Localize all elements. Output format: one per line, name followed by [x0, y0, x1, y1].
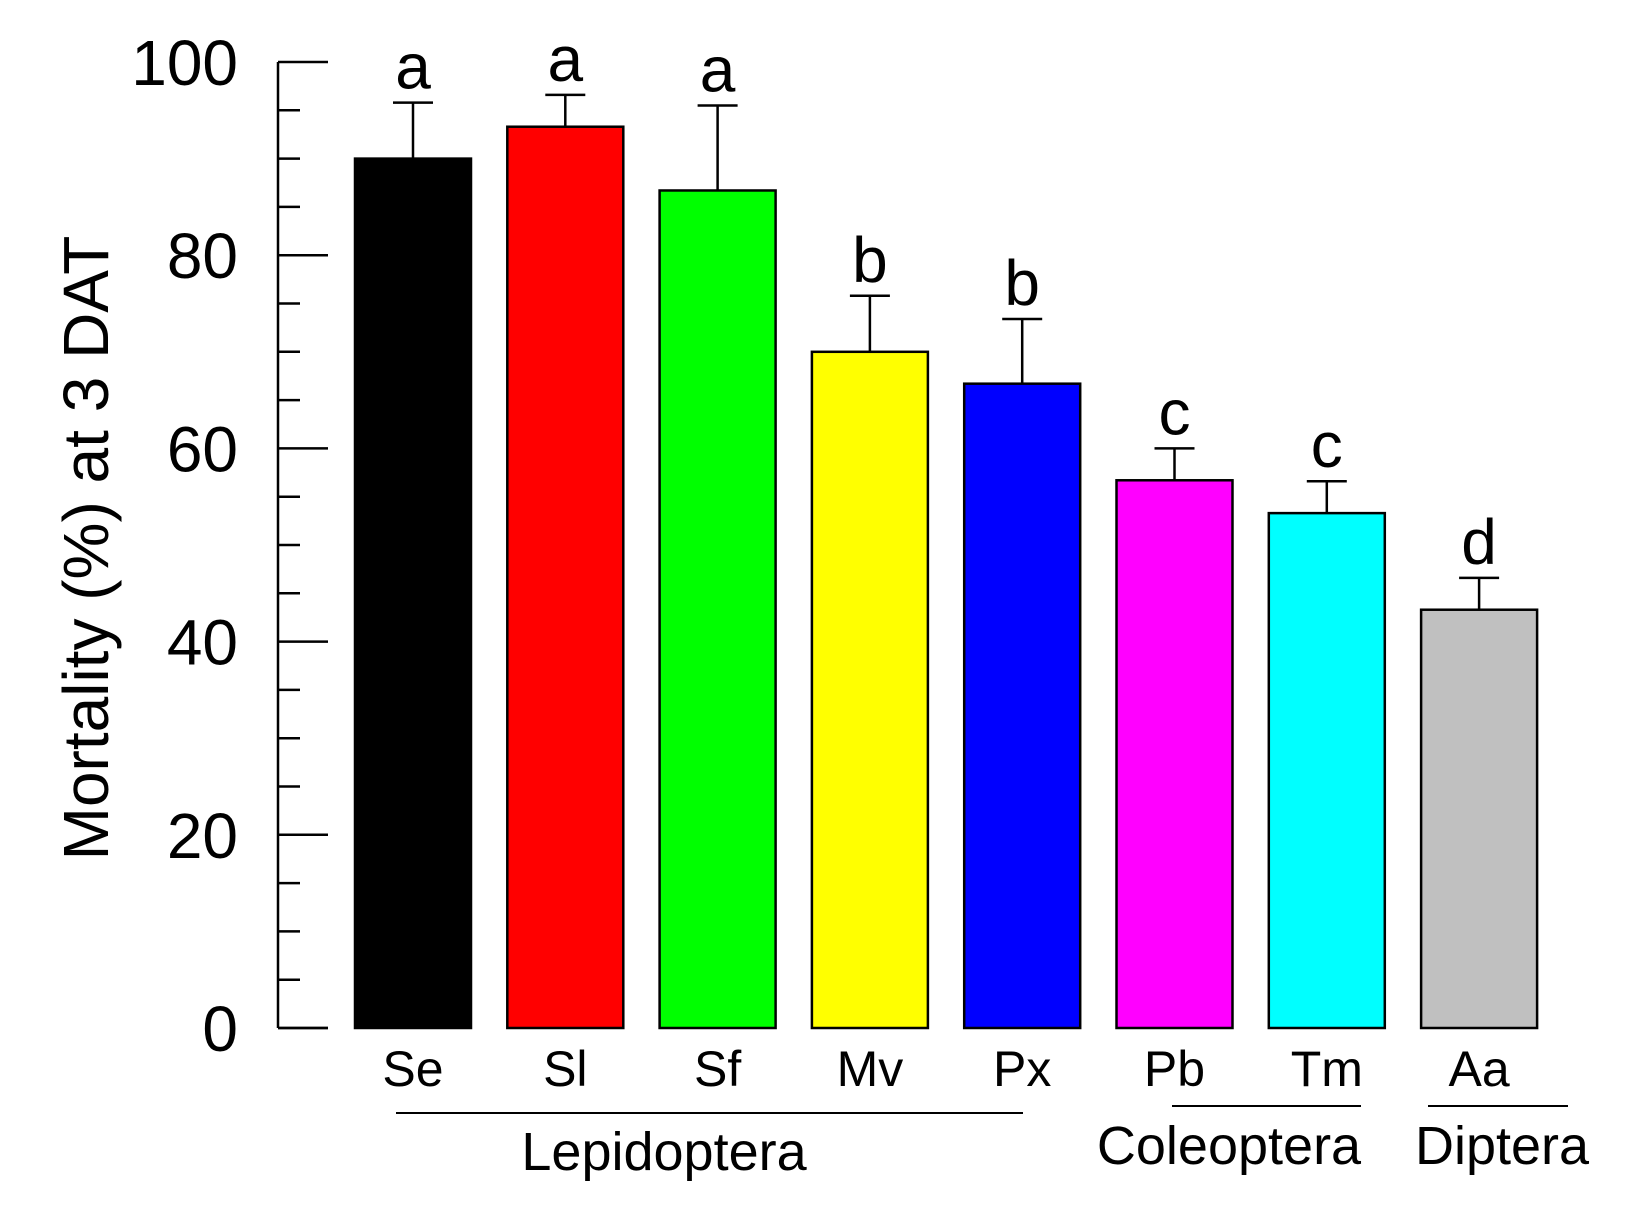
category-label: Mv: [837, 1041, 904, 1097]
category-label: Sf: [694, 1041, 741, 1097]
bar: [1267, 511, 1387, 1030]
bar: [810, 350, 930, 1030]
group-label: Lepidoptera: [521, 1122, 807, 1182]
significance-letter: a: [700, 33, 736, 105]
significance-letter: a: [395, 31, 431, 103]
category-label: Px: [993, 1041, 1051, 1097]
x-axis-labels: Se Sl Sf Mv Px Pb Tm Aa: [382, 1041, 1509, 1097]
y-tick-label: 100: [131, 27, 238, 99]
category-label: Aa: [1449, 1041, 1510, 1097]
y-tick-label: 40: [167, 607, 238, 679]
category-label: Pb: [1144, 1041, 1205, 1097]
y-tick-label: 60: [167, 413, 238, 485]
y-tick-label: 20: [167, 800, 238, 872]
group-label: Coleoptera: [1097, 1116, 1362, 1176]
bar: [962, 382, 1082, 1030]
significance-letter: b: [1004, 247, 1040, 319]
y-axis: 0 20 40 60 80 100: [131, 27, 328, 1065]
bars: a a a b b c c d: [353, 23, 1539, 1030]
bar: [658, 189, 777, 1030]
category-label: Se: [382, 1041, 443, 1097]
category-label: Tm: [1291, 1041, 1363, 1097]
bar: [1115, 479, 1234, 1030]
bar: [1419, 608, 1539, 1030]
group-label: Diptera: [1415, 1116, 1590, 1176]
significance-letter: d: [1461, 506, 1497, 578]
y-tick-label: 0: [202, 993, 238, 1065]
significance-letter: c: [1311, 409, 1343, 481]
y-tick-label: 80: [167, 220, 238, 292]
bar: [506, 125, 625, 1030]
taxonomic-groups: Lepidoptera Coleoptera Diptera: [396, 1105, 1590, 1182]
category-label: Sl: [543, 1041, 587, 1097]
significance-letter: c: [1159, 376, 1191, 448]
significance-letter: a: [548, 23, 584, 95]
bar: [353, 157, 473, 1030]
y-axis-label: Mortality (%) at 3 DAT: [50, 236, 122, 861]
significance-letter: b: [852, 224, 888, 296]
